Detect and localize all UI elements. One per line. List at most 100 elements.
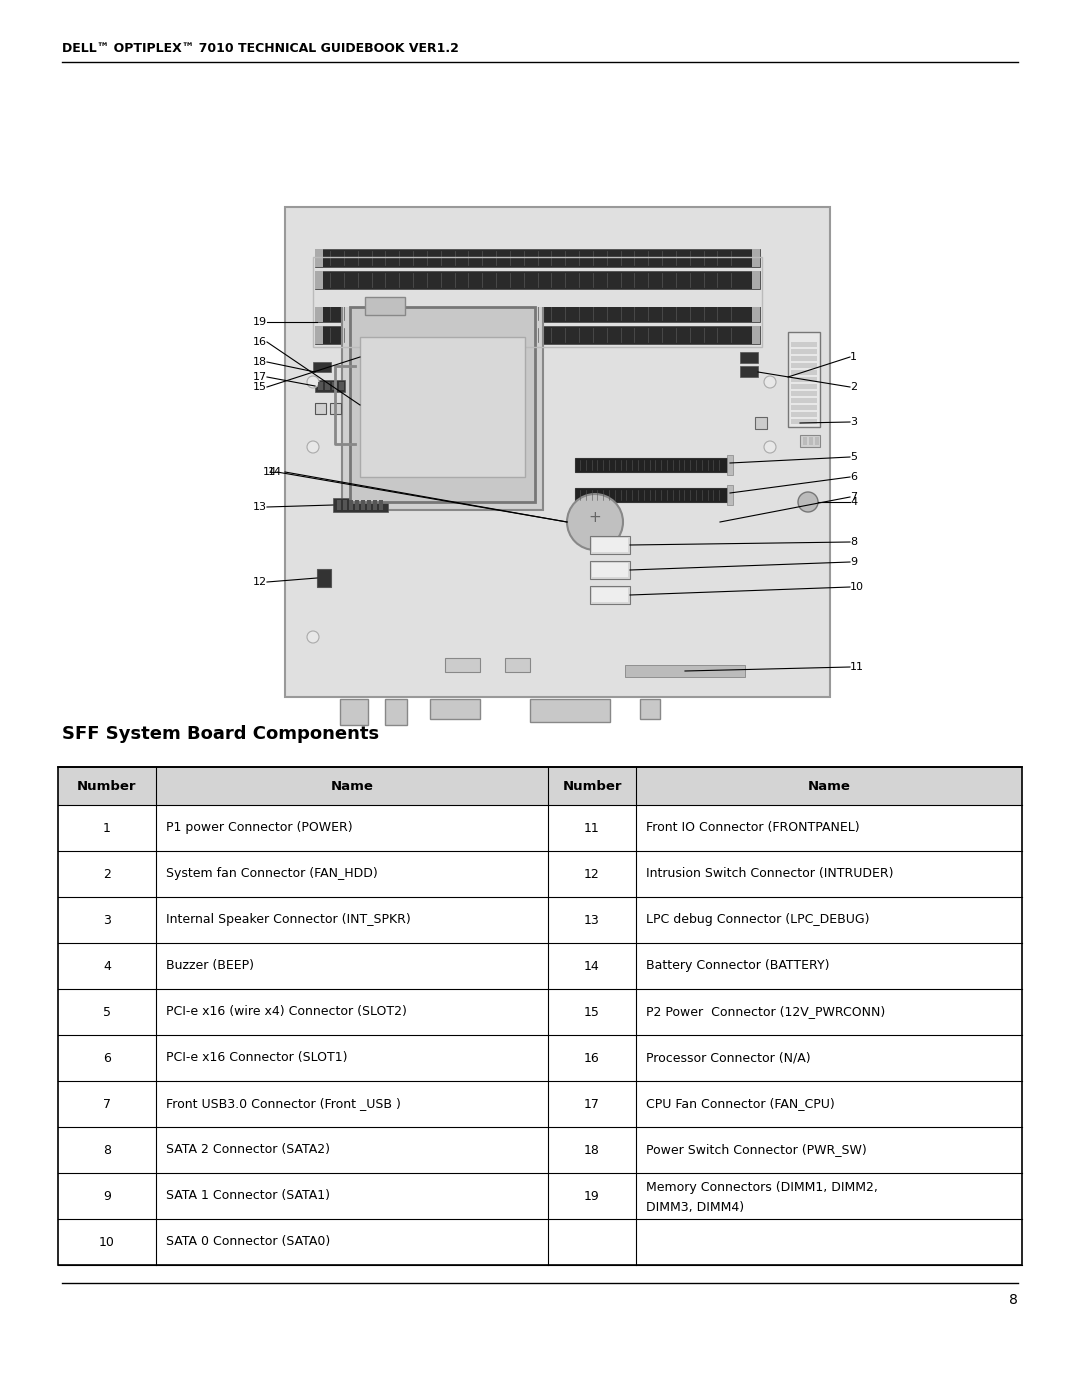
- Text: 2: 2: [103, 868, 111, 880]
- Bar: [313, 362, 330, 372]
- Text: CPU Fan Connector (FAN_CPU): CPU Fan Connector (FAN_CPU): [646, 1098, 835, 1111]
- Bar: [363, 358, 370, 365]
- Text: 5: 5: [103, 1006, 111, 1018]
- Bar: [318, 569, 330, 587]
- Bar: [333, 497, 388, 511]
- Text: 9: 9: [103, 1189, 111, 1203]
- Bar: [530, 698, 610, 722]
- Text: SFF System Board Components: SFF System Board Components: [62, 725, 379, 743]
- Bar: [315, 271, 760, 289]
- Bar: [815, 437, 819, 446]
- Text: 8: 8: [1009, 1294, 1018, 1308]
- Bar: [58, 851, 1022, 897]
- Text: 15: 15: [584, 1006, 599, 1018]
- Bar: [315, 271, 323, 289]
- Text: 14: 14: [584, 960, 599, 972]
- Bar: [332, 381, 337, 390]
- Bar: [791, 377, 816, 381]
- Text: 19: 19: [584, 1189, 599, 1203]
- Circle shape: [307, 376, 319, 388]
- Text: 17: 17: [253, 372, 267, 381]
- Bar: [363, 348, 370, 355]
- Text: SATA 1 Connector (SATA1): SATA 1 Connector (SATA1): [166, 1189, 330, 1203]
- Text: SATA 2 Connector (SATA2): SATA 2 Connector (SATA2): [166, 1144, 330, 1157]
- Bar: [752, 305, 760, 321]
- Text: 12: 12: [584, 868, 599, 880]
- Bar: [58, 1173, 1022, 1220]
- Bar: [445, 658, 480, 672]
- Bar: [315, 326, 760, 344]
- Bar: [58, 989, 1022, 1035]
- Text: 7: 7: [850, 492, 858, 502]
- Bar: [800, 434, 820, 447]
- Bar: [791, 391, 816, 395]
- Text: DIMM3, DIMM4): DIMM3, DIMM4): [646, 1200, 744, 1214]
- Bar: [355, 500, 359, 510]
- Text: Number: Number: [78, 780, 137, 792]
- Bar: [791, 370, 816, 374]
- Bar: [342, 299, 543, 510]
- Bar: [791, 349, 816, 353]
- Bar: [752, 271, 760, 289]
- Text: 13: 13: [253, 502, 267, 511]
- Bar: [325, 381, 330, 390]
- Text: 2: 2: [850, 381, 858, 393]
- Bar: [752, 249, 760, 267]
- Bar: [640, 698, 660, 719]
- Bar: [315, 305, 323, 321]
- Bar: [349, 500, 353, 510]
- Bar: [318, 381, 323, 390]
- Text: Memory Connectors (DIMM1, DIMM2,: Memory Connectors (DIMM1, DIMM2,: [646, 1182, 878, 1194]
- Text: 1: 1: [850, 352, 858, 362]
- Text: 8: 8: [850, 536, 858, 548]
- Text: 16: 16: [253, 337, 267, 346]
- Text: +: +: [589, 510, 602, 525]
- Bar: [58, 897, 1022, 943]
- Bar: [58, 1127, 1022, 1173]
- Text: LPC debug Connector (LPC_DEBUG): LPC debug Connector (LPC_DEBUG): [646, 914, 869, 926]
- Text: 13: 13: [584, 914, 599, 926]
- Text: SATA 0 Connector (SATA0): SATA 0 Connector (SATA0): [166, 1235, 330, 1249]
- Bar: [379, 500, 383, 510]
- Bar: [590, 585, 630, 604]
- Text: 9: 9: [850, 557, 858, 567]
- Bar: [343, 500, 347, 510]
- Bar: [373, 500, 377, 510]
- Text: P2 Power  Connector (12V_PWRCONN): P2 Power Connector (12V_PWRCONN): [646, 1006, 886, 1018]
- Text: Name: Name: [330, 780, 374, 792]
- Bar: [791, 342, 816, 346]
- Bar: [339, 381, 345, 390]
- Text: DELL™ OPTIPLEX™ 7010 TECHNICAL GUIDEBOOK VER1.2: DELL™ OPTIPLEX™ 7010 TECHNICAL GUIDEBOOK…: [62, 42, 459, 54]
- Bar: [727, 455, 733, 475]
- Circle shape: [764, 441, 777, 453]
- Bar: [384, 698, 407, 725]
- Text: 3: 3: [850, 416, 858, 427]
- Text: 5: 5: [850, 453, 858, 462]
- Bar: [361, 500, 365, 510]
- Bar: [58, 1035, 1022, 1081]
- Bar: [337, 500, 341, 510]
- Text: 18: 18: [253, 358, 267, 367]
- Bar: [430, 698, 480, 719]
- Bar: [315, 402, 326, 414]
- Bar: [330, 402, 341, 414]
- Bar: [752, 326, 760, 344]
- Bar: [592, 588, 627, 602]
- Text: 3: 3: [103, 914, 111, 926]
- Bar: [791, 405, 816, 409]
- Text: 1: 1: [103, 821, 111, 834]
- Bar: [791, 356, 816, 360]
- Circle shape: [798, 492, 818, 511]
- Bar: [340, 698, 368, 725]
- Text: 15: 15: [253, 381, 267, 393]
- Bar: [791, 398, 816, 402]
- Bar: [360, 346, 380, 367]
- Text: Intrusion Switch Connector (INTRUDER): Intrusion Switch Connector (INTRUDER): [646, 868, 893, 880]
- Bar: [740, 352, 758, 363]
- Text: 11: 11: [584, 821, 599, 834]
- Text: Name: Name: [808, 780, 850, 792]
- Bar: [791, 412, 816, 416]
- Bar: [505, 658, 530, 672]
- Text: 4: 4: [103, 960, 111, 972]
- Bar: [809, 437, 813, 446]
